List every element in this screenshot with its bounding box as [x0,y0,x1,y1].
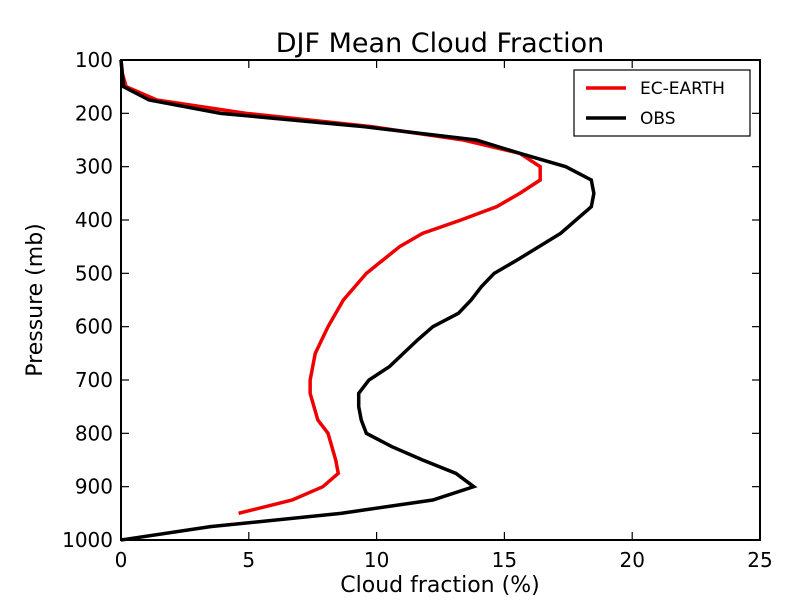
y-tick-label: 100 [75,48,113,72]
y-tick-label: 400 [75,208,113,232]
y-tick-label: 200 [75,101,113,125]
y-axis-label: Pressure (mb) [23,223,48,377]
x-tick-label: 10 [364,548,389,572]
y-tick-label: 800 [75,421,113,445]
x-tick-label: 20 [619,548,644,572]
y-axis: 100 200 300 400 500 600 700 800 900 1000 [62,48,760,552]
series-layer [119,59,596,542]
chart-title: DJF Mean Cloud Fraction [276,28,605,59]
x-axis: 0 5 10 15 20 25 [115,60,773,572]
plot-frame [120,59,761,541]
x-tick-label: 5 [242,548,255,572]
y-tick-label: 1000 [62,528,113,552]
x-tick-label: 0 [115,548,128,572]
legend-box [573,69,751,137]
y-tick-label: 700 [75,368,113,392]
y-tick-label: 300 [75,155,113,179]
legend-label-obs: OBS [640,109,676,129]
x-tick-label: 25 [747,548,772,572]
legend-label-ec-earth: EC-EARTH [640,79,725,99]
y-tick-label: 600 [75,315,113,339]
legend: EC-EARTH OBS [573,69,751,137]
x-tick-label: 15 [492,548,517,572]
series-line-ec-earth [119,59,542,516]
x-axis-label: Cloud fraction (%) [340,573,539,598]
y-tick-label: 500 [75,261,113,285]
y-tick-label: 900 [75,475,113,499]
series-line-obs [119,59,596,542]
